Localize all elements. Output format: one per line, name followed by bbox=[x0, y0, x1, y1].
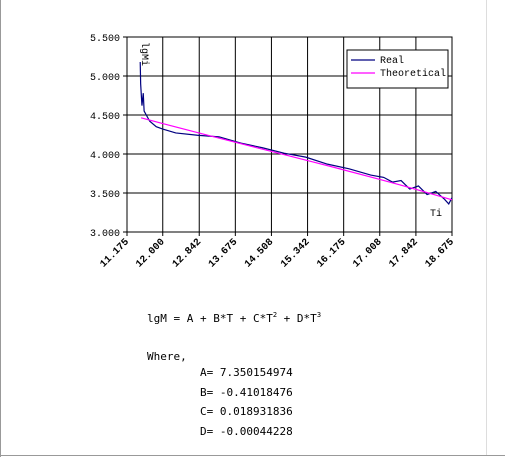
legend-label: Real bbox=[380, 55, 404, 67]
constant: D= -0.00044228 bbox=[200, 425, 293, 438]
where-label: Where, bbox=[147, 350, 187, 363]
y-tick-label: 4.500 bbox=[90, 112, 120, 123]
formula-text: lgM = A + B*T + C*T2 + D*T3 bbox=[147, 311, 321, 325]
y-tick-label: 5.500 bbox=[90, 34, 120, 45]
constant: C= 0.018931836 bbox=[200, 405, 293, 418]
y-tick-label: 3.000 bbox=[90, 229, 120, 240]
series-line bbox=[140, 117, 453, 201]
constant: B= -0.41018476 bbox=[200, 386, 293, 399]
legend-label: Theoretical bbox=[380, 68, 446, 80]
y-tick-label: 5.000 bbox=[90, 73, 120, 84]
series-line bbox=[139, 61, 453, 205]
annotation: lgMi bbox=[138, 42, 150, 66]
y-tick-label: 3.500 bbox=[90, 190, 120, 201]
y-tick-label: 4.000 bbox=[90, 151, 120, 162]
annotation: Ti bbox=[430, 208, 442, 220]
formula: lgM = A + B*T + C*T2 + D*T3 Where, A= 7.… bbox=[147, 311, 321, 438]
legend-box bbox=[346, 49, 449, 89]
constant: A= 7.350154974 bbox=[200, 366, 293, 379]
